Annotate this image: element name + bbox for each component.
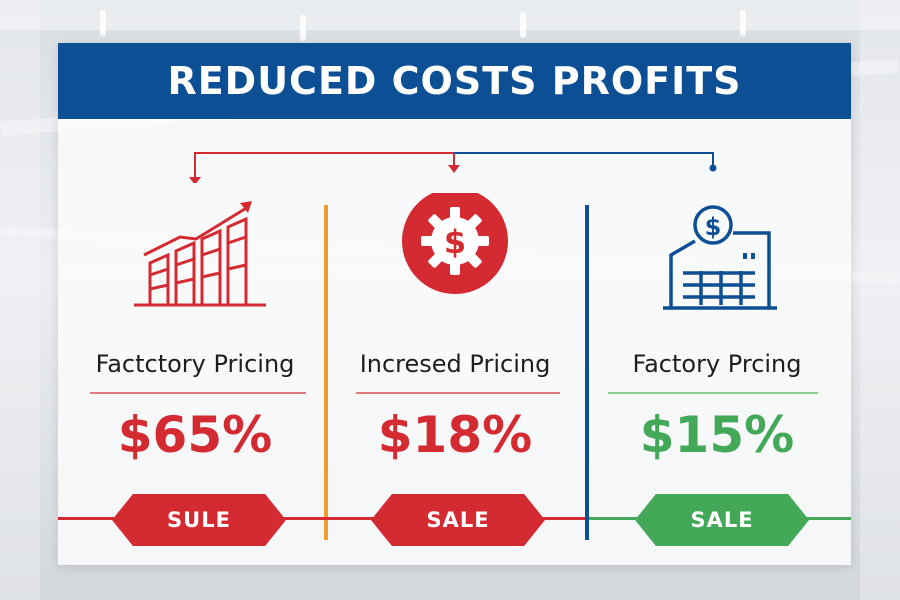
- factory-dollar-icon: $: [663, 205, 777, 310]
- column-factory-pricing-2: $ Factory Prcing $15%: [590, 193, 844, 513]
- column-divider-blue: [585, 205, 589, 540]
- column-factory-pricing: Factctory Pricing $65%: [68, 193, 322, 513]
- column-increased-pricing: $ Incresed Pricing $18%: [328, 193, 582, 513]
- price-value: $15%: [639, 406, 795, 464]
- title-banner: REDUCED COSTS PROFITS: [58, 43, 851, 119]
- column-label: Incresed Pricing: [359, 350, 551, 378]
- baseline-red: [58, 517, 585, 520]
- column-label: Factory Prcing: [632, 350, 802, 378]
- infographic-card: REDUCED COSTS PROFITS: [58, 43, 851, 565]
- svg-text:$: $: [444, 223, 466, 261]
- sale-tag-1: SULE: [112, 494, 286, 546]
- growth-chart-icon: [134, 201, 266, 307]
- sale-tag-2: SALE: [371, 494, 545, 546]
- banner-title: REDUCED COSTS PROFITS: [167, 59, 742, 103]
- svg-text:$: $: [705, 213, 722, 241]
- price-value: $65%: [117, 406, 273, 464]
- label-underline: [608, 392, 818, 394]
- dollar-gear-icon: $: [402, 193, 508, 294]
- label-underline: [90, 392, 306, 394]
- connector-lines: [189, 152, 717, 183]
- column-divider-orange: [324, 205, 328, 540]
- sale-tag-3: SALE: [635, 494, 809, 546]
- column-label: Factctory Pricing: [95, 350, 295, 378]
- label-underline: [356, 392, 560, 394]
- price-value: $18%: [377, 406, 533, 464]
